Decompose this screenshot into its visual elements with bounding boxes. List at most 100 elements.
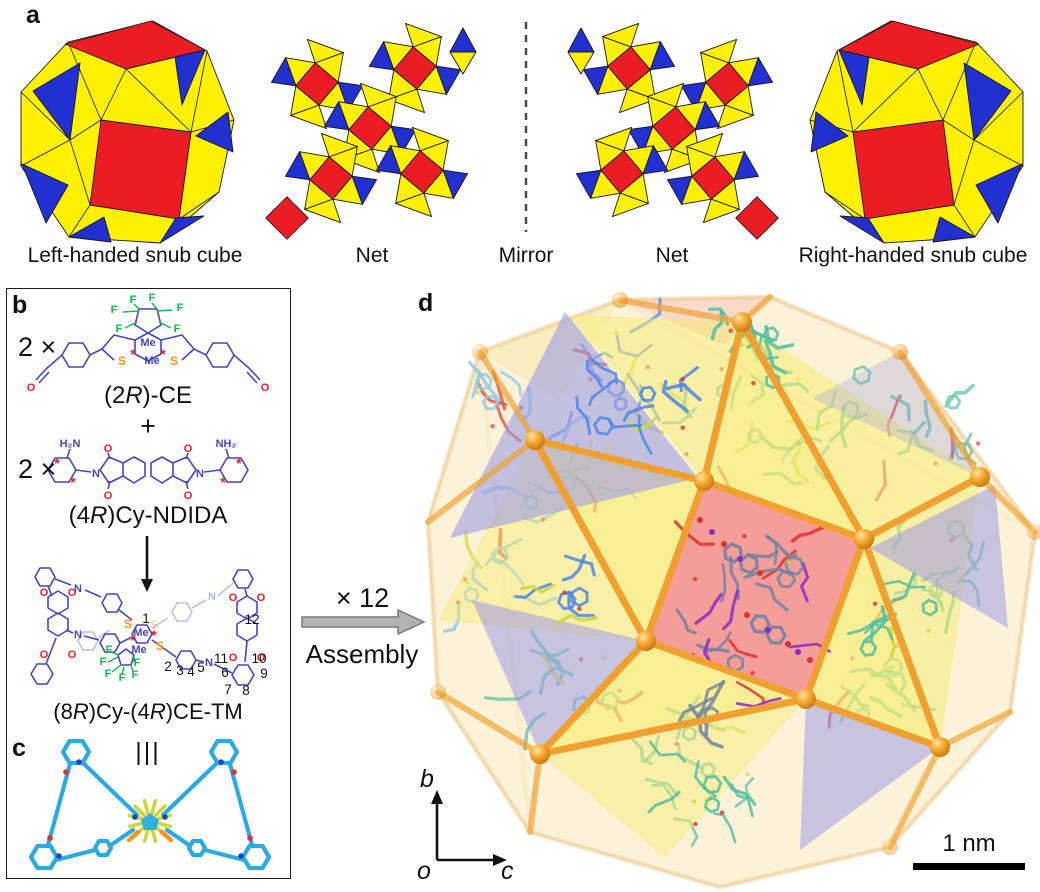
amine-label: H₂N (60, 438, 81, 450)
n-atom-label: N (208, 591, 216, 603)
svg-text:2: 2 (164, 659, 172, 674)
fluorine-burst (127, 798, 173, 844)
stereocenter-mark: * (54, 455, 60, 471)
svg-text:9: 9 (260, 666, 268, 681)
f-atom-label: F (106, 644, 113, 656)
svg-text:10: 10 (251, 651, 266, 666)
axis-indicator (431, 790, 507, 866)
stoichiometry-2: 2 × (18, 454, 57, 484)
svg-text:3: 3 (176, 663, 184, 678)
me-label: Me (131, 644, 146, 656)
n-atom-label: N (74, 583, 82, 595)
panel-d-label: d (418, 289, 434, 317)
o-atom-label: O (184, 490, 193, 502)
n-atom-label: N (196, 468, 204, 480)
caption-left-snub-cube: Left-handed snub cube (27, 244, 243, 267)
svg-text:6: 6 (221, 665, 229, 680)
assembly-arrow-graphic (301, 608, 426, 636)
o-atom-label: O (184, 443, 193, 455)
f-atom-label: F (119, 672, 126, 684)
assembly-multiplier: × 12 (335, 583, 390, 613)
o-atom-label: O (40, 649, 49, 661)
n-atom-label: N (92, 468, 100, 480)
compound-part-italic: R (149, 699, 166, 724)
compound-part: )CE-TM (165, 699, 243, 724)
s-atom-label: S (170, 354, 178, 368)
svg-text:8: 8 (242, 683, 250, 698)
n-atom-label: N (205, 657, 213, 669)
o-atom-label: O (68, 587, 77, 599)
heteroatom-dots (47, 759, 253, 859)
f-atom-label: F (100, 656, 107, 668)
o-atom-label: O (229, 652, 238, 664)
o-atom-label: O (261, 382, 270, 394)
left-snub-cube-graphic (20, 20, 235, 244)
stereocenter-mark: * (130, 346, 136, 362)
tm-macrocycle-structure: O O O O O O O O N N N N S S S Me Me F F … (30, 567, 268, 698)
snub-cube-cage-model (425, 292, 1040, 890)
stereocenter-mark: * (151, 627, 157, 643)
o-atom-label: O (27, 382, 36, 394)
n-atom-label: N (74, 629, 82, 641)
me-label: Me (140, 337, 155, 349)
f-atom-label: F (105, 668, 112, 680)
caption-mirror: Mirror (498, 244, 554, 267)
panel-a-graphics (20, 10, 1024, 244)
compound-part: )Cy-NDIDA (107, 502, 228, 529)
compound-label-ndida: (4R)Cy-NDIDA (6, 503, 290, 528)
scale-bar (913, 863, 1025, 870)
stoichiometry-1: 2 × (18, 332, 57, 362)
ndida-structure: O O O O N N H₂N NH₂ * * * * (47, 438, 249, 502)
svg-text:1: 1 (142, 611, 150, 626)
amine-label: NH₂ (216, 438, 237, 450)
axis-label-b: b (420, 765, 434, 793)
f-atom-label: F (134, 657, 141, 669)
axis-label-c: c (501, 857, 514, 885)
o-atom-label: O (257, 652, 266, 664)
svg-text:11: 11 (214, 651, 228, 666)
stereocenter-mark: * (236, 455, 242, 471)
o-atom-label: O (104, 443, 113, 455)
caption-right-snub-cube: Right-handed snub cube (798, 244, 1028, 267)
crystal-structure-model (28, 738, 272, 871)
scale-bar-label: 1 nm (942, 830, 996, 857)
s-atom-label: S (118, 354, 126, 368)
o-atom-label: O (104, 490, 113, 502)
o-atom-label: O (68, 649, 77, 661)
ce-structure: F F F F F F Me Me S S * * O O (27, 292, 270, 394)
me-label: Me (133, 627, 148, 639)
caption-net-left: Net (355, 244, 389, 267)
svg-text:7: 7 (224, 682, 232, 697)
compound-part-italic: R (72, 699, 89, 724)
cage-vertex-spheres (430, 292, 1040, 855)
stereocenter-mark: * (160, 346, 166, 362)
compound-part: (4 (68, 502, 90, 529)
compound-label-ce: (2R)-CE (6, 383, 290, 408)
panel-a-label: a (26, 1, 40, 29)
svg-text:4: 4 (187, 664, 195, 679)
plus-sign: + (140, 411, 156, 441)
me-label: Me (144, 355, 159, 367)
s-atom-label: S (156, 639, 164, 653)
stereocenter-mark: * (220, 474, 226, 490)
f-atom-label: F (111, 304, 118, 316)
o-atom-label: O (257, 592, 266, 604)
compound-part: )Cy-(4 (88, 699, 150, 724)
f-atom-label: F (174, 323, 181, 335)
f-atom-label: F (132, 669, 139, 681)
axis-label-o: o (417, 857, 431, 885)
s-atom-label: S (150, 618, 158, 632)
stereocenter-mark: * (130, 632, 136, 648)
assembly-label: Assembly (305, 639, 419, 669)
panel-c-label: c (12, 734, 26, 762)
encapsulated-ndi-molecules (697, 517, 813, 663)
f-atom-label: F (177, 302, 184, 314)
o-atom-label: O (40, 587, 49, 599)
compound-part: )-CE (142, 382, 192, 409)
compound-part: (8 (53, 699, 73, 724)
stereocenter-mark: * (70, 474, 76, 490)
caption-net-right: Net (655, 244, 689, 267)
svg-text:5: 5 (197, 660, 205, 675)
f-atom-label: F (116, 323, 123, 335)
